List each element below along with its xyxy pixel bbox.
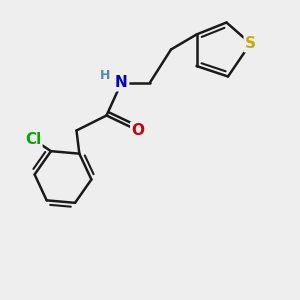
- Text: N: N: [115, 75, 128, 90]
- Text: S: S: [245, 36, 256, 51]
- Text: O: O: [131, 123, 145, 138]
- Text: H: H: [100, 69, 110, 82]
- Text: Cl: Cl: [25, 132, 41, 147]
